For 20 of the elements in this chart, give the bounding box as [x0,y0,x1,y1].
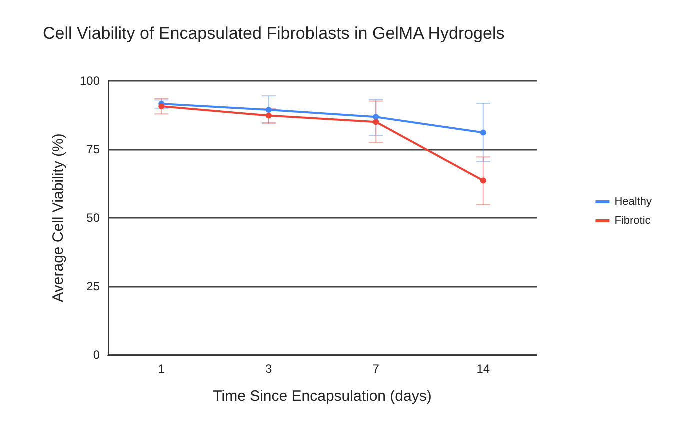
point [266,112,272,119]
x-tick-label: 3 [266,362,273,376]
y-tick-label: 25 [86,280,100,294]
y-axis-title: Average Cell Viability (%) [50,134,67,302]
legend-label: Fibrotic [614,215,652,227]
y-tick-label: 100 [80,74,100,88]
x-tick-label: 14 [476,362,490,376]
y-tick-label: 0 [93,348,100,362]
y-tick-label: 75 [86,142,100,156]
x-tick-label: 1 [158,362,166,376]
x-tick-label: 7 [372,362,380,376]
legend-label: Healthy [614,196,652,208]
x-axis-title: Time Since Encapsulation (days) [213,388,432,405]
chart-title: Cell Viability of Encapsulated Fibroblasts in GelMA Hydrogels [43,24,505,43]
y-tick-label: 50 [86,211,100,225]
point [480,130,486,136]
point [373,119,380,126]
point [373,114,380,120]
point [480,178,486,184]
point [266,107,272,114]
